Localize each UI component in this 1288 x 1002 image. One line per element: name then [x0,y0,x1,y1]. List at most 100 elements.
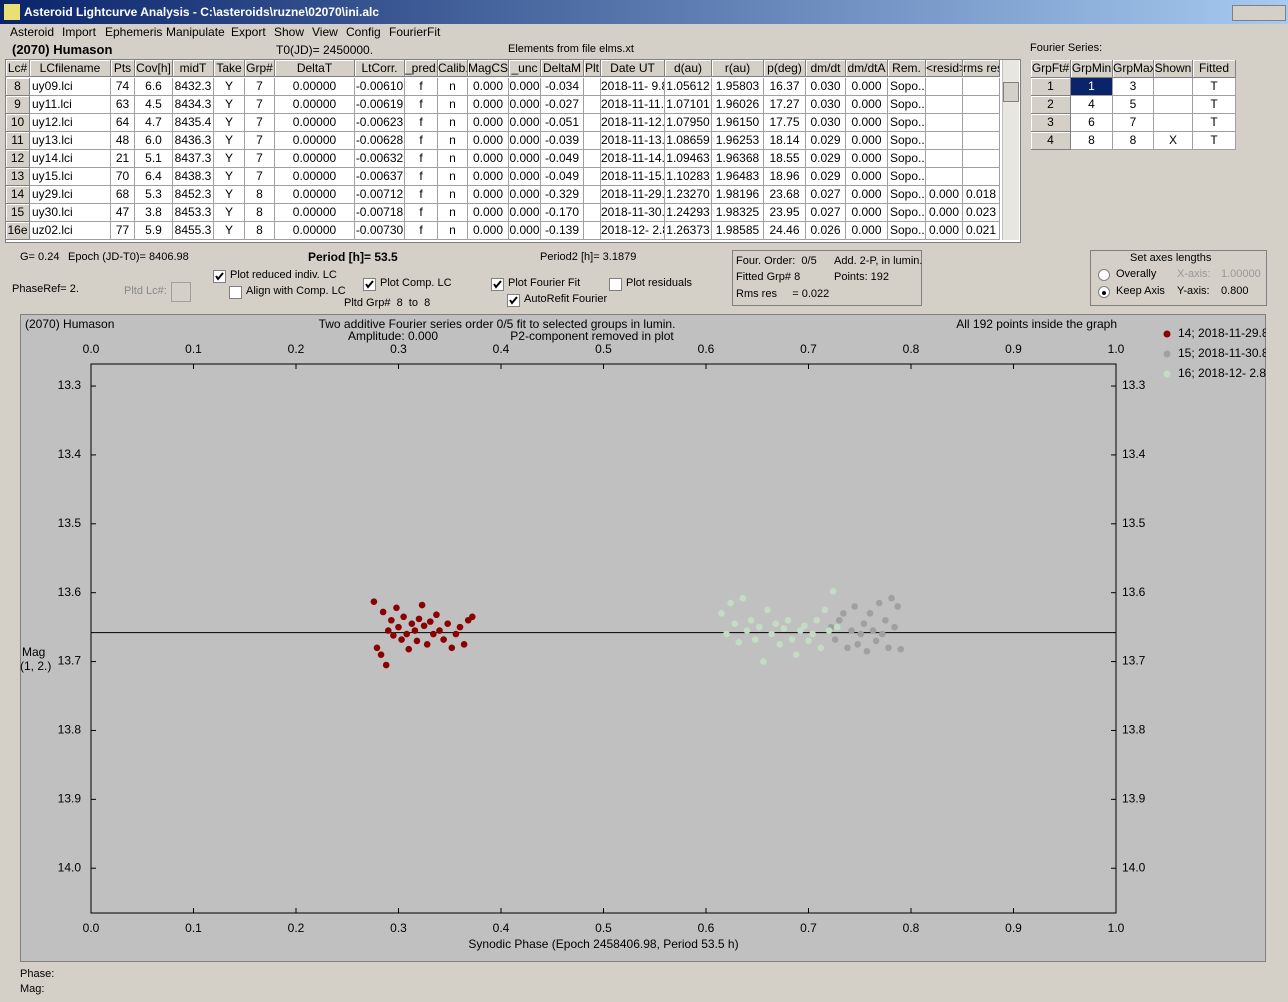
x-tick-label: 1.0 [1108,921,1125,935]
radio[interactable] [1098,286,1110,298]
checkbox-label[interactable]: Plot residuals [626,277,693,289]
data-point [413,637,421,645]
fourier-cell[interactable]: T [1193,114,1236,132]
data-point [875,599,883,607]
table-cell: Y [214,114,245,132]
y-tick-label: 13.6 [1122,585,1146,599]
fourier-title: Fourier Series: [1030,42,1103,54]
table-cell: 1.07101 [665,96,712,114]
fourier-cell[interactable] [1154,96,1193,114]
menu-item[interactable]: Import [62,25,97,39]
data-point [780,625,788,632]
data-point [718,610,725,617]
checkbox-label[interactable]: Align with Comp. LC [246,285,346,297]
table-cell: Sopo... [888,222,926,240]
y-tick-label: 13.9 [58,792,82,806]
menu-item[interactable]: FourierFit [389,25,441,39]
table-cell: Y [214,222,245,240]
table-header-cell: _unc [509,60,541,77]
table-cell [584,222,601,240]
table-cell [926,78,963,96]
scrollbar[interactable] [1002,60,1019,240]
fourier-header-cell: GrpFt# [1031,60,1071,78]
table-cell: 18.55 [764,150,806,168]
data-point [739,594,747,602]
fourier-cell[interactable]: 7 [1113,114,1154,132]
checkbox[interactable] [363,278,376,291]
checkbox-label[interactable]: AutoRefit Fourier [524,293,608,305]
fourier-cell[interactable]: 2 [1031,96,1071,114]
menu-item[interactable]: Show [274,25,305,39]
table-cell: 0.000 [509,96,541,114]
y-tick-label: 13.8 [1122,723,1146,737]
radio[interactable] [1098,269,1110,281]
x-axis-value: 1.00000 [1221,268,1261,280]
table-cell: uy11.lci [30,96,111,114]
fourier-cell[interactable]: 1 [1071,78,1113,96]
table-cell: 0.00000 [275,204,355,222]
table-cell: -0.00730 [355,222,405,240]
table-cell: 0.000 [926,222,963,240]
data-point [809,630,816,638]
data-point [888,594,895,602]
checkbox[interactable] [507,294,520,307]
fourier-cell[interactable]: 3 [1031,114,1071,132]
data-point [440,636,447,643]
fourier-cell[interactable]: 3 [1113,78,1154,96]
table-cell: 18.96 [764,168,806,186]
table-cell: 12 [6,150,30,168]
fourier-cell[interactable]: 1 [1031,78,1071,96]
data-point [833,623,841,631]
fourier-cell[interactable]: T [1193,96,1236,114]
menu-item[interactable]: Export [231,25,266,39]
fourier-cell[interactable] [1154,114,1193,132]
window-buttons[interactable] [1232,5,1286,21]
data-point [426,618,434,625]
table-cell: -0.00712 [355,186,405,204]
checkbox-label[interactable]: Plot Fourier Fit [508,277,581,289]
fourier-cell[interactable]: T [1193,78,1236,96]
fourier-cell[interactable]: T [1193,132,1236,150]
table-cell: 6.0 [135,132,173,150]
table-cell: 8432.3 [173,78,214,96]
table-cell: 0.000 [846,96,888,114]
fourier-cell[interactable]: X [1154,132,1193,150]
menu-item[interactable]: Config [346,25,381,39]
radio-label[interactable]: Overally [1116,268,1157,280]
table-cell: 0.029 [806,168,846,186]
checkbox[interactable] [609,278,622,291]
table-cell: -0.039 [541,132,584,150]
chart-subtitle: Two additive Fourier series order 0/5 fi… [319,317,676,331]
fourier-cell[interactable]: 8 [1113,132,1154,150]
table-cell: 74 [111,78,135,96]
y-tick-label: 13.5 [58,516,82,530]
table-cell: 15 [6,204,30,222]
y-tick-label: 13.9 [1122,792,1146,806]
table-cell: 0.000 [468,96,509,114]
checkbox-label[interactable]: Plot reduced indiv. LC [230,269,337,281]
menu-item[interactable]: Ephemeris [105,25,163,39]
menu-item[interactable]: Manipulate [166,25,225,39]
table-cell: 0.000 [846,114,888,132]
fourier-cell[interactable]: 5 [1113,96,1154,114]
checkbox[interactable] [229,286,242,299]
table-cell: 0.030 [806,78,846,96]
checkbox[interactable] [491,278,504,291]
menu-item[interactable]: View [312,25,338,39]
scroll-thumb[interactable] [1003,82,1019,102]
spin-box[interactable] [171,282,191,302]
checkbox[interactable] [213,270,226,283]
radio-label[interactable]: Keep Axis [1116,285,1165,297]
menu-item[interactable]: Asteroid [10,25,55,39]
pltd-grp: Pltd Grp# 8 to 8 [344,297,431,309]
legend-label: 16; 2018-12- 2.8 [1178,366,1266,380]
x-tick-label: 0.3 [390,921,407,935]
fourier-cell[interactable]: 6 [1071,114,1113,132]
checkbox-label[interactable]: Plot Comp. LC [380,277,452,289]
fourier-cell[interactable]: 4 [1031,132,1071,150]
data-point [825,627,833,634]
table-cell: Sopo... [888,186,926,204]
fourier-cell[interactable] [1154,78,1193,96]
fourier-cell[interactable]: 8 [1071,132,1113,150]
fourier-cell[interactable]: 4 [1071,96,1113,114]
